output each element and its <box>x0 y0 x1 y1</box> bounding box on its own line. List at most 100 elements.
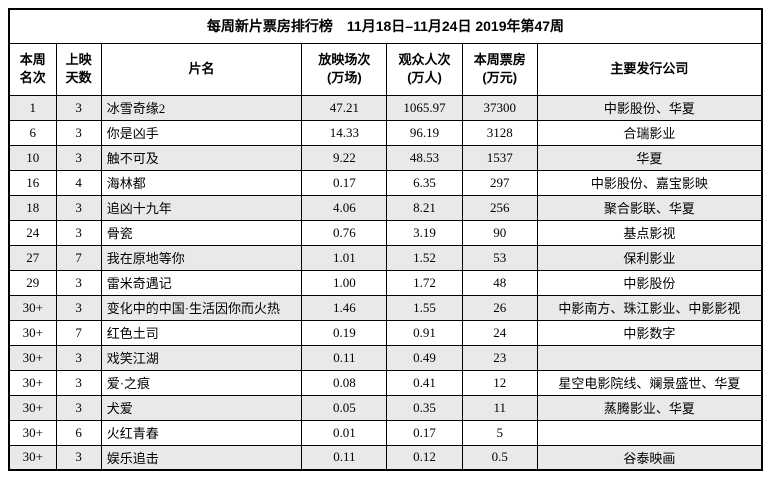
audience-cell: 0.91 <box>386 319 463 346</box>
rank-cell: 6 <box>8 119 57 146</box>
rank-cell: 30+ <box>8 394 57 421</box>
rank-cell: 30+ <box>8 444 57 471</box>
days-cell: 3 <box>55 444 102 471</box>
column-header-box_office: 本周票房 (万元) <box>461 42 538 96</box>
table-row: 30+ 3 戏笑江湖 0.11 0.49 23 <box>8 344 763 371</box>
film-cell: 冰雪奇缘2 <box>100 94 303 121</box>
distributor-cell: 基点影视 <box>536 219 763 246</box>
days-cell: 4 <box>55 169 102 196</box>
rank-cell: 30+ <box>8 419 57 446</box>
screenings-cell: 0.05 <box>301 394 388 421</box>
screenings-cell: 0.01 <box>301 419 388 446</box>
audience-cell: 0.17 <box>386 419 463 446</box>
screenings-cell: 0.19 <box>301 319 388 346</box>
rank-cell: 29 <box>8 269 57 296</box>
table-row: 29 3 雷米奇遇记 1.00 1.72 48 中影股份 <box>8 269 763 296</box>
days-cell: 3 <box>55 194 102 221</box>
box_office-cell: 53 <box>461 244 538 271</box>
table-row: 30+ 7 红色土司 0.19 0.91 24 中影数字 <box>8 319 763 346</box>
table-title: 每周新片票房排行榜 11月18日–11月24日 2019年第47周 <box>8 8 763 44</box>
film-cell: 犬爱 <box>100 394 303 421</box>
box_office-cell: 48 <box>461 269 538 296</box>
table-row: 30+ 3 变化中的中国·生活因你而火热 1.46 1.55 26 中影南方、珠江影业、中影… <box>8 294 763 321</box>
box_office-cell: 37300 <box>461 94 538 121</box>
box_office-cell: 11 <box>461 394 538 421</box>
column-header-days: 上映 天数 <box>55 42 102 96</box>
column-header-film: 片名 <box>100 42 303 96</box>
screenings-cell: 47.21 <box>301 94 388 121</box>
film-cell: 你是凶手 <box>100 119 303 146</box>
distributor-cell: 保利影业 <box>536 244 763 271</box>
distributor-cell: 中影股份 <box>536 269 763 296</box>
table-row: 18 3 追凶十九年 4.06 8.21 256 聚合影联、华夏 <box>8 194 763 221</box>
rank-cell: 30+ <box>8 344 57 371</box>
audience-cell: 0.49 <box>386 344 463 371</box>
rank-cell: 30+ <box>8 369 57 396</box>
film-cell: 娱乐追击 <box>100 444 303 471</box>
table-header-row: 本周 名次 上映 天数 片名 放映场次 (万场) 观众人次 (万人) 本周票房 (万元) 主… <box>8 42 763 96</box>
column-header-screenings: 放映场次 (万场) <box>301 42 388 96</box>
audience-cell: 0.35 <box>386 394 463 421</box>
column-header-rank: 本周 名次 <box>8 42 57 96</box>
audience-cell: 48.53 <box>386 144 463 171</box>
weekly-box-office-table: 每周新片票房排行榜 11月18日–11月24日 2019年第47周 本周 名次上… <box>8 8 763 471</box>
table-row: 10 3 触不可及 9.22 48.53 1537 华夏 <box>8 144 763 171</box>
box_office-cell: 297 <box>461 169 538 196</box>
days-cell: 3 <box>55 344 102 371</box>
table-row: 30+ 6 火红青春 0.01 0.17 5 <box>8 419 763 446</box>
box_office-cell: 12 <box>461 369 538 396</box>
audience-cell: 1.72 <box>386 269 463 296</box>
rank-cell: 24 <box>8 219 57 246</box>
screenings-cell: 9.22 <box>301 144 388 171</box>
film-cell: 火红青春 <box>100 419 303 446</box>
film-cell: 红色土司 <box>100 319 303 346</box>
film-cell: 触不可及 <box>100 144 303 171</box>
distributor-cell: 华夏 <box>536 144 763 171</box>
film-cell: 海林都 <box>100 169 303 196</box>
days-cell: 3 <box>55 394 102 421</box>
days-cell: 7 <box>55 319 102 346</box>
box_office-cell: 256 <box>461 194 538 221</box>
box_office-cell: 26 <box>461 294 538 321</box>
screenings-cell: 0.08 <box>301 369 388 396</box>
screenings-cell: 1.46 <box>301 294 388 321</box>
table-row: 30+ 3 娱乐追击 0.11 0.12 0.5 谷泰映画 <box>8 444 763 471</box>
table-row: 30+ 3 犬爱 0.05 0.35 11 蒸腾影业、华夏 <box>8 394 763 421</box>
screenings-cell: 0.11 <box>301 444 388 471</box>
distributor-cell <box>536 419 763 446</box>
distributor-cell: 中影股份、嘉宝影映 <box>536 169 763 196</box>
rank-cell: 16 <box>8 169 57 196</box>
film-cell: 变化中的中国·生活因你而火热 <box>100 294 303 321</box>
distributor-cell: 中影股份、华夏 <box>536 94 763 121</box>
days-cell: 7 <box>55 244 102 271</box>
distributor-cell <box>536 344 763 371</box>
rank-cell: 30+ <box>8 319 57 346</box>
distributor-cell: 中影数字 <box>536 319 763 346</box>
table-row: 30+ 3 爱·之痕 0.08 0.41 12 星空电影院线、斓景盛世、华夏 <box>8 369 763 396</box>
distributor-cell: 合瑞影业 <box>536 119 763 146</box>
table-row: 27 7 我在原地等你 1.01 1.52 53 保利影业 <box>8 244 763 271</box>
days-cell: 3 <box>55 269 102 296</box>
audience-cell: 1.52 <box>386 244 463 271</box>
audience-cell: 96.19 <box>386 119 463 146</box>
screenings-cell: 1.01 <box>301 244 388 271</box>
days-cell: 3 <box>55 294 102 321</box>
days-cell: 3 <box>55 144 102 171</box>
audience-cell: 1065.97 <box>386 94 463 121</box>
audience-cell: 8.21 <box>386 194 463 221</box>
distributor-cell: 星空电影院线、斓景盛世、华夏 <box>536 369 763 396</box>
days-cell: 3 <box>55 369 102 396</box>
column-header-distributor: 主要发行公司 <box>536 42 763 96</box>
audience-cell: 3.19 <box>386 219 463 246</box>
box_office-cell: 3128 <box>461 119 538 146</box>
screenings-cell: 0.17 <box>301 169 388 196</box>
days-cell: 6 <box>55 419 102 446</box>
screenings-cell: 14.33 <box>301 119 388 146</box>
table-row: 6 3 你是凶手 14.33 96.19 3128 合瑞影业 <box>8 119 763 146</box>
table-row: 1 3 冰雪奇缘2 47.21 1065.97 37300 中影股份、华夏 <box>8 94 763 121</box>
audience-cell: 6.35 <box>386 169 463 196</box>
audience-cell: 0.41 <box>386 369 463 396</box>
film-cell: 戏笑江湖 <box>100 344 303 371</box>
screenings-cell: 1.00 <box>301 269 388 296</box>
film-cell: 爱·之痕 <box>100 369 303 396</box>
